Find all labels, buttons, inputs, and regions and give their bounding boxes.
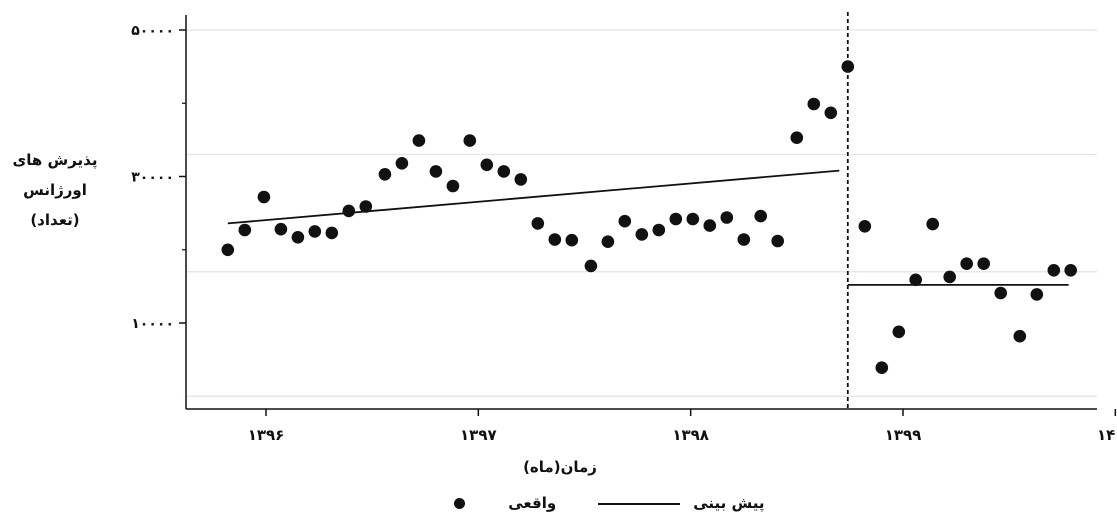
data-point-2 bbox=[257, 190, 271, 204]
data-point-35 bbox=[824, 106, 838, 120]
data-point-1 bbox=[238, 223, 252, 237]
data-point-15 bbox=[480, 158, 494, 172]
data-point-47 bbox=[1030, 288, 1044, 301]
x-tick-label-3: ۱۳۹۹ bbox=[885, 426, 922, 444]
data-point-27 bbox=[686, 212, 700, 226]
data-point-30 bbox=[737, 233, 751, 246]
data-point-18 bbox=[531, 217, 545, 230]
y-axis-label-line-2: اورژانس bbox=[23, 181, 87, 199]
data-point-19 bbox=[548, 233, 562, 246]
data-point-22 bbox=[601, 235, 615, 248]
legend: واقعی پیش بینی bbox=[0, 494, 1117, 516]
data-point-20 bbox=[565, 233, 579, 247]
data-point-26 bbox=[669, 212, 683, 226]
legend-marker-dot bbox=[454, 498, 465, 509]
data-point-38 bbox=[875, 361, 889, 375]
x-tick-label-4: ۱۴۰۰ bbox=[1097, 426, 1117, 444]
data-point-3 bbox=[274, 222, 288, 236]
data-point-6 bbox=[325, 226, 339, 240]
gridlines bbox=[186, 29, 1097, 397]
x-axis-label: زمان(ماه) bbox=[523, 458, 597, 476]
x-tick-label-0: ۱۳۹۶ bbox=[248, 426, 285, 444]
data-point-13 bbox=[446, 179, 460, 193]
axes bbox=[179, 12, 1117, 416]
legend-item-actual: واقعی bbox=[454, 494, 556, 512]
data-point-45 bbox=[994, 286, 1007, 300]
data-point-42 bbox=[943, 270, 956, 284]
data-point-7 bbox=[342, 204, 356, 218]
data-point-10 bbox=[395, 157, 409, 170]
y-tick-label-1: ۳۰۰۰۰ bbox=[131, 170, 174, 186]
y-axis-label-line-1: پذیرش های bbox=[12, 151, 98, 169]
predicted-segment-0 bbox=[227, 169, 840, 225]
data-point-5 bbox=[308, 225, 322, 238]
data-point-29 bbox=[720, 211, 734, 224]
data-point-48 bbox=[1047, 264, 1061, 277]
data-point-39 bbox=[892, 325, 906, 339]
x-tick-label-1: ۱۳۹۷ bbox=[460, 426, 497, 444]
data-point-12 bbox=[429, 165, 443, 178]
data-point-33 bbox=[790, 131, 804, 144]
actual-series bbox=[221, 60, 1077, 375]
data-point-4 bbox=[291, 231, 305, 244]
data-point-32 bbox=[771, 234, 784, 248]
y-axis-label: پذیرش های اورژانس (تعداد) bbox=[0, 145, 110, 235]
data-point-25 bbox=[652, 223, 666, 237]
data-point-17 bbox=[514, 173, 528, 186]
tick-labels: ۱۰۰۰۰ ۳۰۰۰۰ ۵۰۰۰۰ ۱۳۹۶ ۱۳۹۷ ۱۳۹۸ ۱۳۹۹ ۱۴۰۰ bbox=[131, 23, 1117, 444]
data-point-37 bbox=[858, 220, 872, 233]
legend-label-predicted: پیش بینی bbox=[693, 494, 765, 512]
data-point-9 bbox=[378, 168, 392, 181]
data-point-36 bbox=[841, 60, 855, 73]
data-point-41 bbox=[926, 217, 939, 231]
data-point-8 bbox=[359, 200, 373, 213]
data-point-14 bbox=[463, 134, 477, 147]
data-point-43 bbox=[960, 257, 973, 271]
data-point-23 bbox=[618, 214, 632, 228]
legend-label-actual: واقعی bbox=[508, 494, 557, 512]
data-point-34 bbox=[807, 97, 821, 111]
data-point-16 bbox=[497, 165, 511, 178]
data-point-40 bbox=[909, 273, 922, 287]
data-point-24 bbox=[635, 228, 649, 241]
data-point-0 bbox=[221, 243, 235, 257]
data-point-11 bbox=[412, 134, 426, 147]
legend-marker-line bbox=[598, 502, 680, 505]
x-tick-label-2: ۱۳۹۸ bbox=[672, 426, 709, 444]
data-point-49 bbox=[1064, 264, 1077, 277]
y-tick-label-0: ۱۰۰۰۰ bbox=[131, 316, 174, 332]
data-point-28 bbox=[703, 219, 717, 232]
legend-item-predicted: پیش بینی bbox=[598, 494, 764, 512]
predicted-series bbox=[227, 169, 1069, 286]
y-axis-label-line-3: (تعداد) bbox=[30, 211, 80, 229]
data-point-46 bbox=[1013, 329, 1027, 343]
data-point-31 bbox=[754, 209, 767, 223]
y-tick-label-2: ۵۰۰۰۰ bbox=[131, 23, 174, 39]
data-point-21 bbox=[584, 259, 598, 273]
data-point-44 bbox=[977, 257, 990, 271]
